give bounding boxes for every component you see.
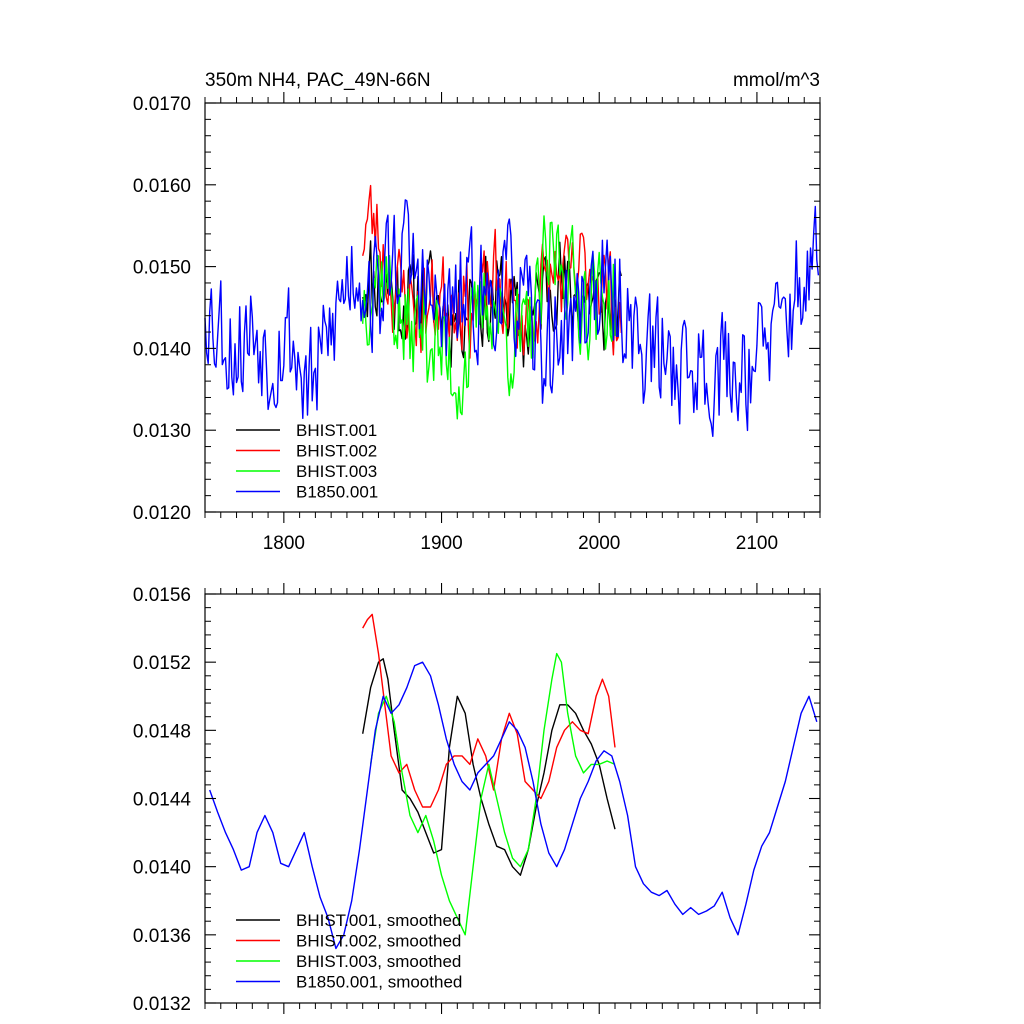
legend-label: B1850.001	[296, 483, 378, 502]
legend-label: BHIST.001	[296, 421, 377, 440]
series-line-bhist-002-smoothed	[362, 613, 616, 808]
bottom-plot-frame	[204, 593, 821, 1004]
series-line-bhist-003-smoothed	[369, 652, 616, 936]
bottom-legend: BHIST.001, smoothed BHIST.002, smoothedBH…	[236, 911, 462, 992]
y-tick-label: 0.0150	[133, 258, 191, 279]
bottom-y-tick-labels: 0.0132 0.0136 0.0140 0.0144 0.0148 0.0152 0.01…	[133, 585, 192, 1015]
legend-label: BHIST.003	[296, 462, 377, 481]
y-tick-label: 0.0160	[133, 176, 191, 197]
y-tick-label: 0.0152	[133, 653, 191, 674]
legend-label: BHIST.002, smoothed	[296, 932, 461, 951]
y-tick-label: 0.0156	[133, 585, 191, 606]
top-series-lines	[204, 184, 820, 437]
x-tick-label: 2000	[578, 533, 620, 554]
series-line-bhist-003	[362, 215, 616, 420]
bottom-panel: 0.0132 0.0136 0.0140 0.0144 0.0148 0.0152 0.01…	[133, 583, 821, 1015]
legend-label: BHIST.001, smoothed	[296, 911, 461, 930]
legend-label: BHIST.003, smoothed	[296, 952, 461, 971]
y-tick-label: 0.0140	[133, 339, 191, 360]
top-plot-frame	[204, 102, 821, 513]
y-tick-label: 0.0132	[133, 994, 191, 1015]
top-y-tick-labels: 0.0120 0.0130 0.0140 0.0150 0.0160 0.0170	[133, 94, 191, 524]
x-tick-label: 1900	[420, 533, 462, 554]
legend-label: BHIST.002	[296, 442, 377, 461]
legend-label: B1850.001, smoothed	[296, 973, 462, 992]
top-chart-units: mmol/m^3	[733, 70, 820, 91]
series-line-b1850-001	[204, 199, 820, 437]
y-tick-label: 0.0140	[133, 858, 191, 879]
top-panel: 350m NH4, PAC_49N-66N mmol/m^3 0.01200.0…	[133, 70, 821, 554]
top-axis-ticks	[204, 92, 821, 523]
y-tick-label: 0.0144	[133, 790, 192, 811]
top-chart-title: 350m NH4, PAC_49N-66N	[205, 70, 431, 91]
series-line-b1850-001-smoothed	[209, 661, 818, 950]
series-line-bhist-001-smoothed	[362, 658, 616, 876]
y-tick-label: 0.0170	[133, 94, 191, 115]
bottom-series-lines	[209, 613, 818, 950]
y-tick-label: 0.0130	[133, 421, 191, 442]
x-tick-label: 2100	[736, 533, 778, 554]
x-tick-label: 1800	[263, 533, 305, 554]
y-tick-label: 0.0136	[133, 926, 191, 947]
y-tick-label: 0.0120	[133, 503, 191, 524]
y-tick-label: 0.0148	[133, 721, 191, 742]
top-x-tick-labels: 1800 1900 2000 2100	[263, 533, 778, 554]
